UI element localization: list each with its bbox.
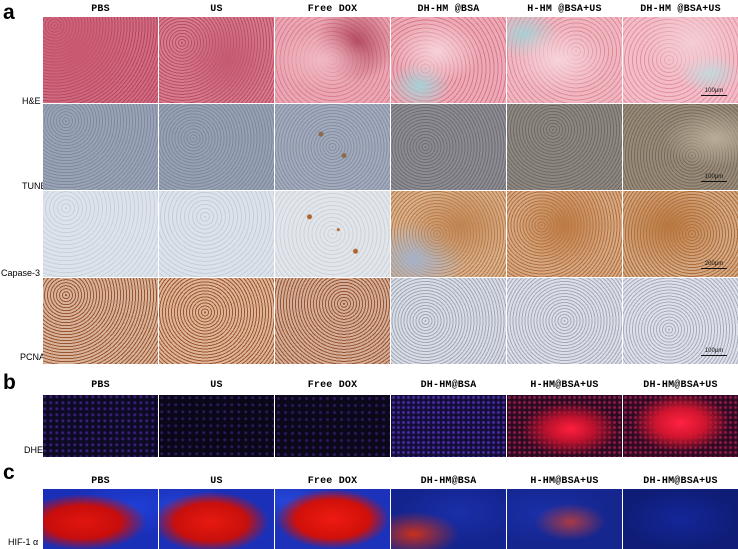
- fluorescence-hif-1a-5: [507, 489, 622, 549]
- micrograph-tunel-1: [43, 104, 158, 190]
- column-header-b-4: DH-HM@BSA: [420, 380, 477, 391]
- column-header-b-5: H-HM@BSA+US: [530, 380, 599, 391]
- fluorescence-dhe-1: [43, 395, 158, 457]
- fluorescence-hif-1a-6: [623, 489, 738, 549]
- column-header-a-6: DH-HM @BSA+US: [640, 4, 721, 15]
- scale-bar-tunel: 100μm: [701, 174, 727, 182]
- column-header-b-2: US: [210, 380, 223, 391]
- micrograph-he-1: [43, 17, 158, 103]
- micrograph-pcna-6: [623, 278, 738, 364]
- micrograph-capase-3-1: [43, 191, 158, 277]
- column-header-a-1: PBS: [91, 4, 110, 15]
- micrograph-capase-3-6: [623, 191, 738, 277]
- scale-bar-label-he: 100μm: [704, 88, 724, 94]
- column-header-a-3: Free DOX: [307, 4, 358, 15]
- fluorescence-hif-1a-3: [275, 489, 390, 549]
- fluorescence-hif-1a-2: [159, 489, 274, 549]
- column-header-c-4: DH-HM@BSA: [420, 476, 477, 487]
- micrograph-tunel-3: [275, 104, 390, 190]
- panel-letter-b: b: [3, 371, 16, 394]
- micrograph-capase-3-4: [391, 191, 506, 277]
- micrograph-capase-3-2: [159, 191, 274, 277]
- micrograph-capase-3-5: [507, 191, 622, 277]
- column-header-a-5: H-HM @BSA+US: [527, 4, 602, 15]
- panel-letter-a: a: [3, 1, 15, 24]
- scale-bar-he: 100μm: [701, 88, 727, 96]
- column-header-c-5: H-HM@BSA+US: [530, 476, 599, 487]
- fluorescence-hif-1a-1: [43, 489, 158, 549]
- column-header-b-6: DH-HM@BSA+US: [643, 380, 718, 391]
- scale-bar-label-tunel: 100μm: [704, 174, 724, 180]
- micrograph-tunel-2: [159, 104, 274, 190]
- fluorescence-dhe-5: [507, 395, 622, 457]
- row-label-hif-1a: HIF-1 α: [8, 537, 39, 547]
- column-header-b-1: PBS: [91, 380, 110, 391]
- fluorescence-dhe-2: [159, 395, 274, 457]
- micrograph-he-4: [391, 17, 506, 103]
- panel-letter-c: c: [3, 461, 15, 484]
- column-header-a-4: DH-HM @BSA: [417, 4, 480, 15]
- micrograph-pcna-2: [159, 278, 274, 364]
- fluorescence-dhe-4: [391, 395, 506, 457]
- fluorescence-dhe-6: [623, 395, 738, 457]
- column-header-b-3: Free DOX: [307, 380, 358, 391]
- micrograph-he-2: [159, 17, 274, 103]
- row-label-dhe: DHE: [24, 445, 44, 455]
- row-label-tunel: TUNEL: [22, 181, 52, 191]
- row-label-pcna: PCNA: [20, 352, 46, 362]
- micrograph-pcna-5: [507, 278, 622, 364]
- micrograph-pcna-3: [275, 278, 390, 364]
- scale-bar-label-pcna: 100μm: [704, 348, 724, 354]
- column-header-c-6: DH-HM@BSA+US: [643, 476, 718, 487]
- fluorescence-hif-1a-4: [391, 489, 506, 549]
- column-header-c-1: PBS: [91, 476, 110, 487]
- column-header-a-2: US: [210, 4, 223, 15]
- micrograph-he-5: [507, 17, 622, 103]
- fluorescence-dhe-3: [275, 395, 390, 457]
- micrograph-he-6: [623, 17, 738, 103]
- micrograph-he-3: [275, 17, 390, 103]
- micrograph-tunel-4: [391, 104, 506, 190]
- scale-bar-capase-3: 200μm: [701, 261, 727, 269]
- micrograph-capase-3-3: [275, 191, 390, 277]
- micrograph-pcna-1: [43, 278, 158, 364]
- micrograph-tunel-5: [507, 104, 622, 190]
- micrograph-tunel-6: [623, 104, 738, 190]
- scale-bar-pcna: 100μm: [701, 348, 727, 356]
- column-header-c-3: Free DOX: [307, 476, 358, 487]
- micrograph-pcna-4: [391, 278, 506, 364]
- scale-bar-label-capase-3: 200μm: [704, 261, 724, 267]
- column-header-c-2: US: [210, 476, 223, 487]
- row-label-he: H&E: [22, 96, 41, 106]
- row-label-capase-3: Capase-3: [1, 268, 41, 278]
